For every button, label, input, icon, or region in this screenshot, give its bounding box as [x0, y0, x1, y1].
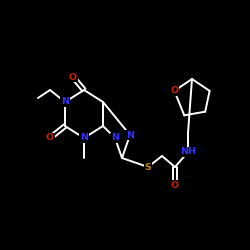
Text: O: O: [170, 86, 178, 96]
Text: O: O: [69, 72, 77, 82]
Text: NH: NH: [180, 148, 196, 156]
Text: N: N: [61, 98, 69, 106]
Text: S: S: [144, 162, 152, 172]
Text: N: N: [126, 130, 134, 140]
Text: N: N: [80, 134, 88, 142]
Text: O: O: [46, 134, 54, 142]
Text: O: O: [171, 180, 179, 190]
Text: N: N: [111, 134, 119, 142]
